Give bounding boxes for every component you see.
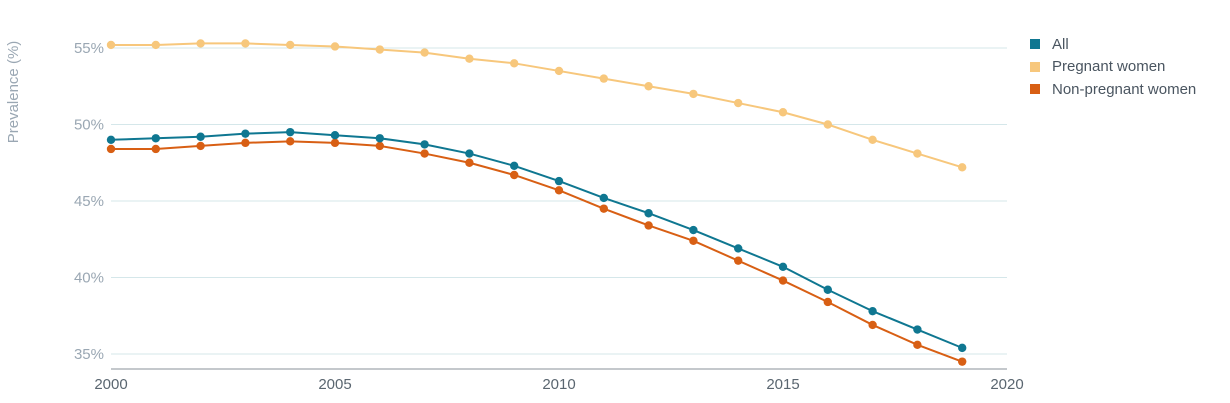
point-pregnant-women-2000 (106, 40, 116, 50)
point-all-2006 (375, 134, 384, 143)
point-all-2019 (958, 343, 967, 353)
point-non-pregnant-women-2002 (196, 141, 205, 151)
point-all-2001 (151, 134, 160, 143)
legend-label-non-pregnant-women: Non-pregnant women (1052, 80, 1197, 98)
point-all-2012 (644, 209, 653, 218)
series-lines (106, 39, 967, 366)
point-all-2005 (330, 131, 340, 140)
point-pregnant-women-2006 (375, 45, 384, 54)
point-all-2007 (420, 140, 429, 149)
point-non-pregnant-women-2015 (778, 276, 788, 285)
point-pregnant-women-2002 (196, 39, 205, 48)
x-tick-label-2010: 2010 (542, 376, 575, 393)
legend: All Pregnant women Non-pregnant women (1030, 33, 1196, 101)
series-line-pregnant-women (111, 42, 963, 169)
legend-item-pregnant-women[interactable]: Pregnant women (1030, 56, 1196, 79)
point-pregnant-women-2016 (823, 120, 832, 129)
point-pregnant-women-2013 (689, 89, 698, 99)
point-all-2013 (689, 225, 698, 235)
series-line-all (110, 131, 963, 349)
legend-swatch-pregnant-women (1030, 61, 1040, 72)
point-non-pregnant-women-2003 (241, 138, 250, 148)
point-non-pregnant-women-2018 (913, 340, 922, 350)
point-non-pregnant-women-2016 (823, 297, 832, 307)
point-all-2002 (196, 132, 205, 141)
point-pregnant-women-2015 (778, 108, 788, 117)
point-pregnant-women-2003 (241, 39, 250, 48)
point-all-2015 (778, 262, 788, 271)
point-all-2003 (241, 129, 250, 138)
x-tick-label-2020: 2020 (990, 376, 1023, 393)
legend-item-non-pregnant-women[interactable]: Non-pregnant women (1030, 78, 1196, 101)
point-pregnant-women-2007 (420, 48, 429, 57)
y-tick-label-45: 45% (74, 193, 104, 210)
series-all (106, 127, 967, 353)
point-non-pregnant-women-2006 (375, 141, 384, 151)
point-pregnant-women-2008 (465, 54, 474, 63)
y-tick-label-50: 50% (74, 117, 104, 134)
legend-label-all: All (1052, 35, 1069, 53)
legend-item-all[interactable]: All (1030, 33, 1196, 56)
point-non-pregnant-women-2007 (420, 149, 429, 158)
point-pregnant-women-2009 (510, 59, 519, 68)
y-axis-title: Prevalence (%) (5, 41, 22, 144)
point-non-pregnant-women-2004 (286, 137, 295, 146)
point-non-pregnant-women-2017 (868, 320, 877, 330)
legend-swatch-all (1030, 39, 1040, 50)
point-pregnant-women-2018 (913, 149, 922, 158)
series-pregnant-women (106, 39, 967, 172)
point-pregnant-women-2011 (599, 74, 608, 83)
series-line-non-pregnant-women (111, 140, 963, 363)
point-all-2004 (286, 127, 295, 137)
point-non-pregnant-women-2005 (330, 138, 340, 148)
point-pregnant-women-2019 (958, 163, 967, 172)
point-all-2008 (465, 149, 474, 158)
point-pregnant-women-2017 (868, 135, 877, 144)
point-non-pregnant-women-2011 (599, 204, 608, 213)
point-pregnant-women-2010 (554, 66, 564, 76)
point-non-pregnant-women-2000 (106, 144, 116, 154)
x-tick-label-2015: 2015 (766, 376, 799, 393)
point-pregnant-women-2001 (151, 40, 160, 50)
point-non-pregnant-women-2001 (151, 144, 160, 154)
point-all-2018 (913, 325, 922, 334)
point-all-2016 (823, 285, 832, 294)
y-axis-ticks: 35% 40% 45% 50% 55% (74, 40, 104, 363)
point-non-pregnant-women-2010 (554, 186, 564, 195)
series-non-pregnant-women (106, 137, 967, 366)
point-pregnant-women-2012 (644, 82, 653, 91)
point-non-pregnant-women-2013 (689, 236, 698, 245)
x-axis-ticks: 2000 2005 2010 2015 2020 (94, 376, 1023, 393)
point-non-pregnant-women-2014 (734, 256, 743, 265)
point-non-pregnant-women-2019 (958, 357, 967, 366)
point-all-2010 (554, 176, 564, 186)
x-tick-label-2005: 2005 (318, 376, 351, 393)
point-pregnant-women-2004 (286, 40, 295, 50)
point-all-2011 (599, 193, 608, 203)
point-all-2000 (106, 135, 116, 144)
y-tick-label-40: 40% (74, 270, 104, 287)
point-all-2009 (510, 161, 519, 171)
point-non-pregnant-women-2008 (465, 158, 474, 167)
point-pregnant-women-2005 (330, 42, 340, 51)
point-non-pregnant-women-2009 (510, 170, 519, 180)
point-all-2017 (868, 306, 877, 316)
point-pregnant-women-2014 (734, 98, 743, 108)
gridlines (111, 47, 1007, 355)
point-non-pregnant-women-2012 (644, 221, 653, 230)
x-tick-label-2000: 2000 (94, 376, 127, 393)
y-tick-label-35: 35% (74, 346, 104, 363)
legend-swatch-non-pregnant-women (1030, 84, 1040, 95)
y-tick-label-55: 55% (74, 40, 104, 57)
point-all-2014 (734, 244, 743, 253)
legend-label-pregnant-women: Pregnant women (1052, 58, 1166, 76)
